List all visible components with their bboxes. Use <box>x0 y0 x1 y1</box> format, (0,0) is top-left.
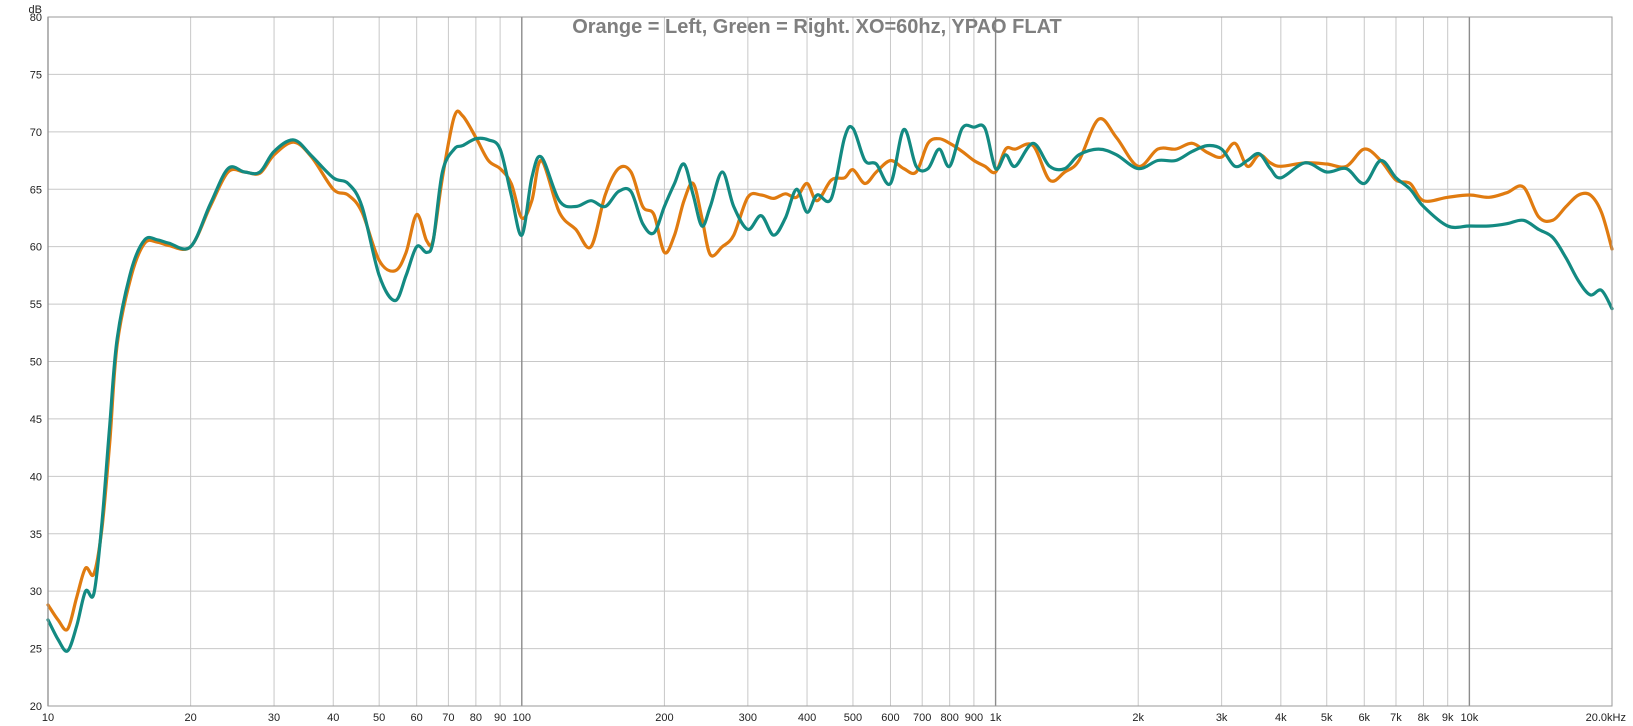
x-tick-label: 7k <box>1390 712 1402 724</box>
y-tick-label: 50 <box>30 357 42 369</box>
x-axis-unit-label: 20.0kHz <box>1586 712 1626 724</box>
x-tick-labels: 10 20 30 40 50 60 70 80 90 100 200 300 400 500 600 700 8… <box>42 712 1479 724</box>
x-tick-label: 400 <box>798 712 816 724</box>
x-tick-label: 500 <box>844 712 862 724</box>
y-axis-unit-label: dB <box>29 4 42 16</box>
x-tick-label: 8k <box>1418 712 1430 724</box>
x-tick-label: 50 <box>373 712 385 724</box>
series-left-line <box>46 109 1614 632</box>
y-tick-label: 20 <box>30 701 42 713</box>
x-tick-label: 20 <box>185 712 197 724</box>
x-tick-label: 6k <box>1358 712 1370 724</box>
x-tick-label: 70 <box>442 712 454 724</box>
x-tick-label: 10 <box>42 712 54 724</box>
y-tick-label: 45 <box>30 414 42 426</box>
x-tick-label: 4k <box>1275 712 1287 724</box>
x-tick-label: 900 <box>965 712 983 724</box>
x-tick-label: 1k <box>990 712 1002 724</box>
y-tick-label: 55 <box>30 299 42 311</box>
x-tick-label: 30 <box>268 712 280 724</box>
grid <box>47 16 1613 707</box>
x-tick-label: 5k <box>1321 712 1333 724</box>
x-tick-label: 300 <box>739 712 757 724</box>
y-tick-label: 75 <box>30 69 42 81</box>
y-tick-labels: 20 25 30 35 40 45 50 55 60 65 70 75 80 <box>30 12 42 713</box>
x-tick-label: 600 <box>881 712 899 724</box>
x-tick-label: 200 <box>655 712 673 724</box>
x-tick-label: 80 <box>470 712 482 724</box>
series-lines <box>46 109 1614 653</box>
y-tick-label: 30 <box>30 586 42 598</box>
x-tick-label: 90 <box>494 712 506 724</box>
x-tick-label: 40 <box>327 712 339 724</box>
y-tick-label: 35 <box>30 529 42 541</box>
x-tick-label: 2k <box>1132 712 1144 724</box>
x-tick-label: 100 <box>513 712 531 724</box>
y-tick-label: 60 <box>30 242 42 254</box>
x-tick-label: 60 <box>411 712 423 724</box>
chart-title: Orange = Left, Green = Right. XO=60hz, Y… <box>572 16 1062 38</box>
y-tick-label: 65 <box>30 184 42 196</box>
x-tick-label: 800 <box>940 712 958 724</box>
y-tick-label: 70 <box>30 127 42 139</box>
x-tick-label: 9k <box>1442 712 1454 724</box>
series-right-line <box>46 123 1614 653</box>
x-tick-label: 10k <box>1460 712 1478 724</box>
x-tick-label: 700 <box>913 712 931 724</box>
y-tick-label: 25 <box>30 644 42 656</box>
x-tick-label: 3k <box>1216 712 1228 724</box>
plot-frame <box>47 16 1613 707</box>
y-tick-label: 40 <box>30 471 42 483</box>
y-tick-label: 80 <box>30 12 42 24</box>
